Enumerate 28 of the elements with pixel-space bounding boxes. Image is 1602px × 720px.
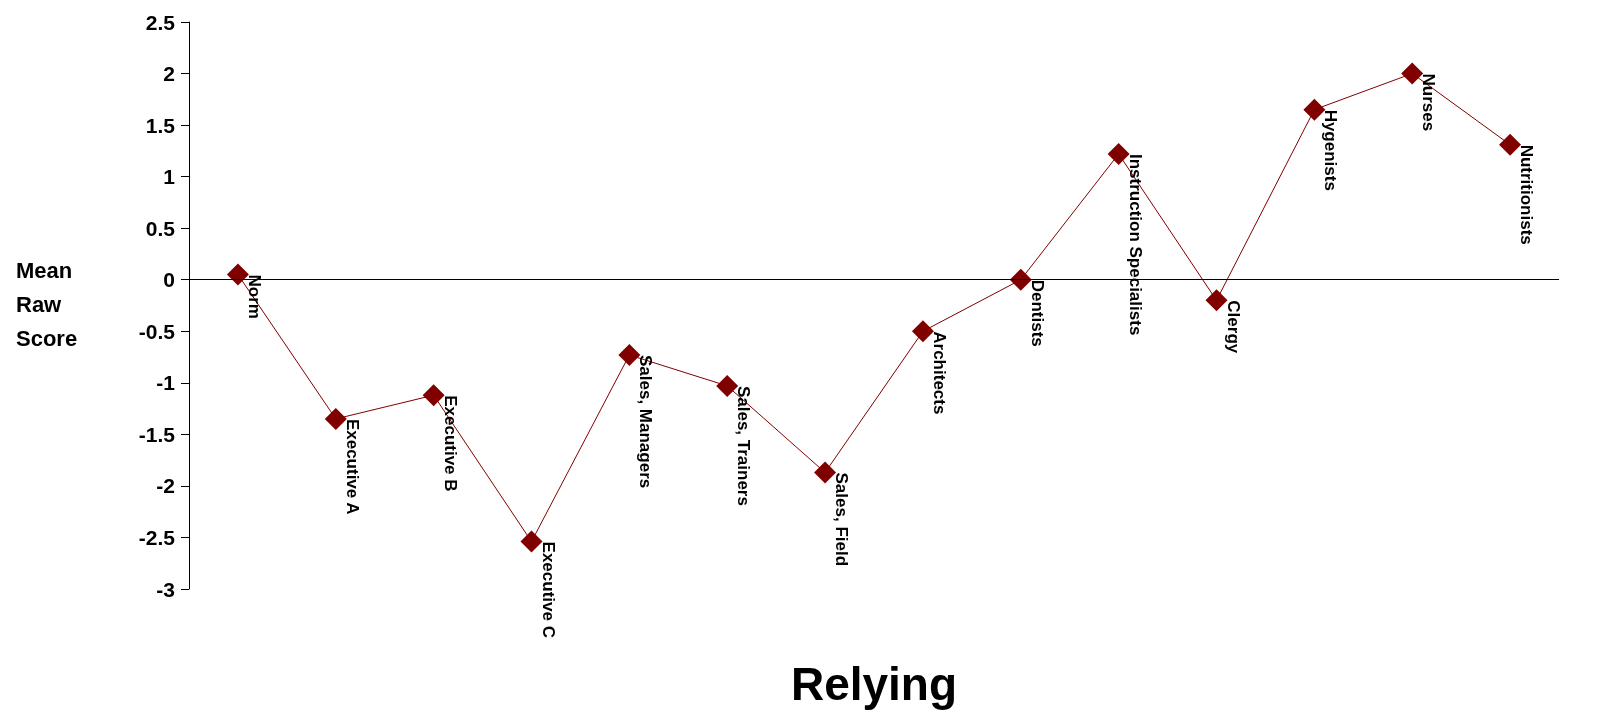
y-tick-label: 2	[163, 62, 175, 86]
x-tick-label: Norm	[244, 274, 264, 319]
y-axis-title: Mean Raw Score	[16, 257, 79, 351]
y-tick-label: -2	[156, 474, 175, 498]
y-tick-label: 2.5	[145, 10, 176, 34]
y-tick-label: 1	[163, 165, 176, 189]
x-tick-label: Clergy	[1223, 300, 1243, 354]
x-tick-label: Sales, Field	[832, 472, 852, 567]
x-tick-label: Nutritionists	[1517, 144, 1537, 245]
x-tick-label: Instruction Specialists	[1125, 153, 1145, 336]
y-tick-label: 0	[163, 268, 175, 292]
x-tick-label: Executive C	[538, 541, 558, 638]
x-tick-label: Sales, Managers	[636, 354, 656, 489]
x-tick-label: Sales, Trainers	[734, 385, 754, 506]
y-tick-label: -2.5	[138, 525, 176, 549]
y-tick-label: -1	[156, 371, 176, 395]
y-tick-label: -0.5	[138, 319, 176, 343]
y-tick-label: 1.5	[145, 113, 176, 137]
x-tick-label: Hygenists	[1321, 109, 1341, 191]
y-tick-label: -1.5	[138, 422, 176, 446]
y-tick-label: 0.5	[145, 216, 176, 240]
x-axis-title: Relying	[790, 658, 958, 710]
x-tick-label: Executive A	[342, 418, 362, 515]
y-tick-label: -3	[156, 577, 175, 601]
x-tick-label: Architects	[929, 331, 949, 415]
x-tick-label: Nurses	[1419, 73, 1439, 132]
x-tick-label: Dentists	[1027, 279, 1047, 347]
x-tick-label: Executive B	[440, 395, 460, 492]
